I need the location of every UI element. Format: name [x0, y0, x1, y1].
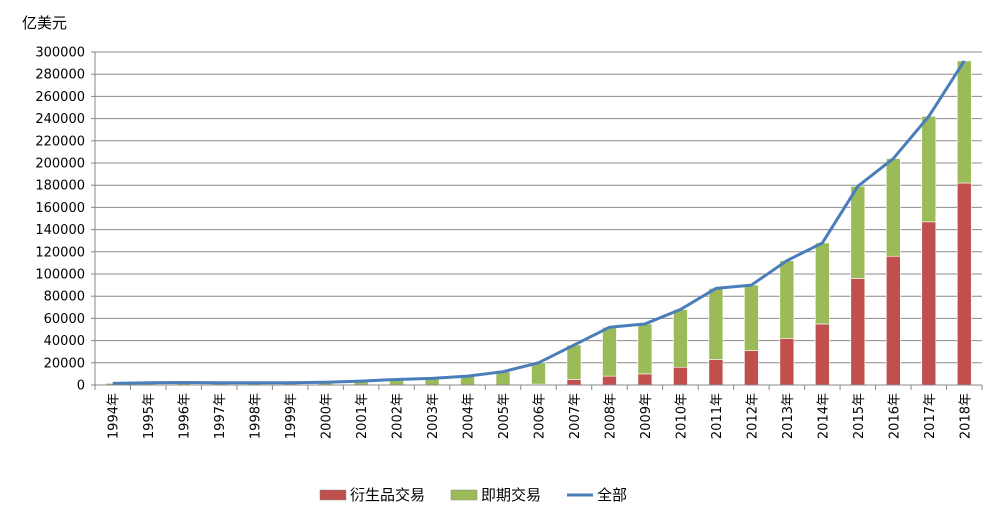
- y-tick-label: 80000: [44, 290, 85, 305]
- bar-derivatives: [744, 350, 759, 386]
- x-tick-label: 1996年: [178, 393, 193, 439]
- x-tick-label: 2015年: [852, 393, 867, 439]
- bar-derivatives: [921, 221, 937, 386]
- bar-derivatives: [566, 379, 582, 386]
- y-tick-label: 280000: [35, 68, 85, 83]
- bar-derivatives: [850, 278, 866, 386]
- x-tick-label: 1997年: [213, 393, 228, 439]
- bar-derivatives: [885, 255, 901, 386]
- x-axis: 1994年 1995年 1996年 1997年 1998年 1999年 2000年 2001年…: [94, 384, 983, 439]
- x-tick-label: 2003年: [426, 393, 441, 439]
- x-tick-label: 2006年: [533, 393, 548, 439]
- bar-spot: [956, 60, 972, 184]
- bar-spot: [885, 158, 901, 257]
- y-tick-label: 120000: [35, 245, 85, 260]
- x-tick-label: 2017年: [923, 393, 938, 439]
- y-tick-label: 240000: [35, 112, 85, 127]
- bar-spot: [850, 186, 866, 279]
- legend-swatch: [450, 489, 478, 501]
- bar-spot: [779, 260, 795, 339]
- x-tick-label: 2010年: [674, 393, 689, 439]
- bar-spot: [602, 326, 617, 377]
- x-tick-label: 2002年: [391, 393, 406, 439]
- bar-spot: [566, 344, 582, 380]
- x-tick-label: 2011年: [710, 393, 725, 439]
- y-tick-label: 200000: [35, 157, 85, 172]
- bar-spot: [637, 323, 653, 375]
- x-tick-label: 2000年: [320, 393, 335, 439]
- y-tick-label: 0: [77, 379, 85, 394]
- bar-spot: [708, 288, 724, 360]
- bar-derivatives: [708, 359, 724, 386]
- x-tick-label: 2012年: [745, 393, 760, 439]
- x-tick-label: 2004年: [462, 393, 477, 439]
- x-tick-label: 1998年: [249, 393, 264, 439]
- x-tick-label: 2013年: [781, 393, 796, 439]
- x-tick-label: 1999年: [284, 393, 299, 439]
- y-tick-label: 180000: [35, 179, 85, 194]
- bar-spot: [531, 362, 546, 385]
- bars: [105, 60, 972, 386]
- y-unit-label: 亿美元: [22, 14, 67, 32]
- x-tick-label: 2018年: [958, 393, 973, 439]
- x-tick-label: 2008年: [603, 393, 618, 439]
- legend-label: 衍生品交易: [350, 486, 425, 504]
- bar-derivatives: [637, 373, 653, 386]
- legend-label: 即期交易: [481, 486, 541, 504]
- x-tick-label: 2007年: [568, 393, 583, 439]
- gridlines: [95, 51, 982, 386]
- y-tick-label: 160000: [35, 201, 85, 216]
- bar-spot: [673, 309, 688, 368]
- x-tick-label: 2009年: [639, 393, 654, 439]
- bar-spot: [815, 242, 830, 325]
- bar-derivatives: [779, 338, 795, 386]
- y-tick-label: 60000: [44, 312, 85, 327]
- x-tick-label: 1995年: [142, 393, 157, 439]
- y-tick-label: 220000: [35, 134, 85, 149]
- bar-derivatives: [673, 366, 688, 386]
- y-tick-label: 100000: [35, 268, 85, 283]
- bar-spot: [921, 116, 937, 223]
- x-tick-label: 1994年: [107, 393, 122, 439]
- bar-derivatives: [956, 182, 972, 386]
- legend: 衍生品交易 即期交易 全部: [319, 486, 627, 504]
- y-axis: 0 20000 40000 60000 80000 100000 120000 140000 1…: [35, 46, 96, 394]
- y-tick-label: 140000: [35, 223, 85, 238]
- bar-derivatives: [602, 375, 617, 386]
- y-tick-label: 300000: [35, 46, 85, 61]
- legend-label: 全部: [597, 486, 627, 504]
- x-tick-label: 2014年: [816, 393, 831, 439]
- y-tick-label: 40000: [44, 334, 85, 349]
- bar-derivatives: [815, 323, 830, 386]
- bar-spot: [744, 284, 759, 351]
- y-tick-label: 260000: [35, 90, 85, 105]
- x-tick-label: 2001年: [355, 393, 370, 439]
- x-tick-label: 2016年: [887, 393, 902, 439]
- total-line: [112, 60, 966, 385]
- total-series-line: [112, 60, 966, 385]
- x-tick-label: 2005年: [497, 393, 512, 439]
- y-tick-label: 20000: [44, 356, 85, 371]
- legend-swatch: [319, 489, 347, 501]
